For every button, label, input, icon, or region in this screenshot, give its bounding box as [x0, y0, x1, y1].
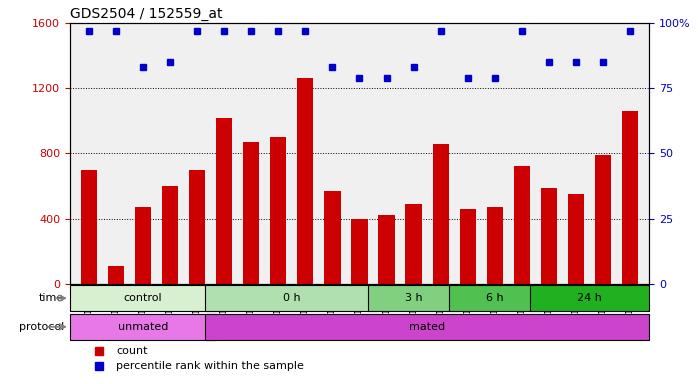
Text: control: control [124, 293, 162, 303]
Bar [243, 142, 259, 284]
Text: percentile rank within the sample: percentile rank within the sample [116, 361, 304, 371]
Bar [189, 170, 205, 284]
FancyBboxPatch shape [449, 285, 541, 311]
Bar [406, 204, 422, 284]
Bar [460, 209, 476, 284]
Text: protocol: protocol [19, 322, 64, 332]
Bar [81, 170, 97, 284]
Text: 6 h: 6 h [486, 293, 504, 303]
FancyBboxPatch shape [70, 314, 216, 340]
Text: time: time [39, 293, 64, 303]
Bar [568, 194, 584, 284]
Text: 24 h: 24 h [577, 293, 602, 303]
Text: mated: mated [409, 322, 445, 332]
Text: count: count [116, 346, 148, 356]
Text: GDS2504 / 152559_at: GDS2504 / 152559_at [70, 7, 222, 21]
FancyBboxPatch shape [70, 285, 216, 311]
Bar [135, 207, 151, 284]
Bar [297, 78, 313, 284]
Bar [541, 188, 557, 284]
Bar [270, 137, 286, 284]
Bar [378, 215, 394, 284]
FancyBboxPatch shape [530, 285, 649, 311]
Bar [351, 218, 368, 284]
Bar [216, 118, 232, 284]
Text: 3 h: 3 h [405, 293, 422, 303]
Bar [514, 167, 530, 284]
Bar [162, 186, 178, 284]
Text: unmated: unmated [118, 322, 168, 332]
Bar [487, 207, 503, 284]
Bar [325, 191, 341, 284]
FancyBboxPatch shape [368, 285, 460, 311]
Bar [595, 155, 611, 284]
Bar [622, 111, 638, 284]
FancyBboxPatch shape [205, 314, 649, 340]
Text: 0 h: 0 h [283, 293, 301, 303]
Bar [107, 266, 124, 284]
FancyBboxPatch shape [205, 285, 378, 311]
Bar [433, 144, 449, 284]
